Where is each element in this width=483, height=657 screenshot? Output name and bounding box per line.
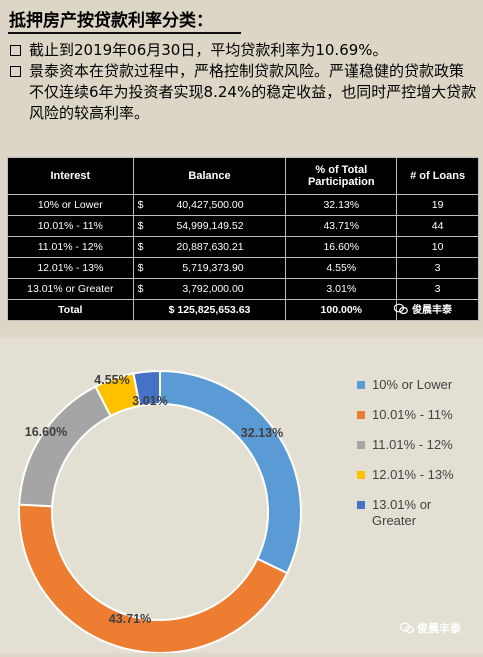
wechat-icon — [400, 622, 414, 634]
total-balance: $ 125,825,653.63 — [132, 299, 287, 321]
dollar-sign: $ — [137, 283, 144, 295]
table-row: 12.01% - 13% $5,719,373.90 4.55% 3 — [7, 257, 479, 279]
table-total-row: Total $ 125,825,653.63 100.00% — [7, 299, 479, 321]
chart-watermark: 俊晨丰泰 — [400, 620, 461, 636]
cell-interest: 13.01% or Greater — [7, 278, 134, 300]
column-header-participation: % of Total Participation — [285, 157, 398, 195]
cell-balance: $3,792,000.00 — [132, 278, 287, 300]
data-label: 16.60% — [25, 425, 67, 439]
title-underline — [8, 32, 241, 34]
donut-chart: 32.13% 43.71% 16.60% 4.55%3.01% — [18, 369, 302, 654]
summary-panel: 抵押房产按贷款利率分类： 截止到2019年06月30日，平均贷款利率为10.69… — [7, 11, 479, 321]
bullet-item: 景泰资本在贷款过程中，严格控制贷款风险。严谨稳健的贷款政策不仅连续6年为投资者实… — [8, 61, 478, 124]
cell-balance: $5,719,373.90 — [132, 257, 287, 279]
legend-item: 11.01% - 12% — [357, 437, 462, 467]
total-loans-cell — [396, 299, 479, 321]
legend-item: 10% or Lower — [357, 377, 462, 407]
column-header-balance: Balance — [132, 157, 287, 195]
cell-pct: 43.71% — [285, 215, 398, 237]
legend-label: 10.01% - 11% — [372, 407, 453, 422]
legend-item: 12.01% - 13% — [357, 467, 462, 497]
watermark-text: 俊晨丰泰 — [417, 622, 461, 635]
bullet-list: 截止到2019年06月30日，平均贷款利率为10.69%。 景泰资本在贷款过程中… — [8, 40, 478, 124]
cell-balance: $20,887,630.21 — [132, 236, 287, 258]
loan-table: Interest Balance % of Total Participatio… — [7, 157, 479, 321]
balance-amount: 54,999,149.52 — [176, 220, 244, 232]
donut-chart-panel: 32.13% 43.71% 16.60% 4.55% 3.01% 10% or Lowe… — [0, 337, 483, 654]
table-row: 11.01% - 12% $20,887,630.21 16.60% 10 — [7, 236, 479, 258]
balance-amount: 20,887,630.21 — [176, 241, 244, 253]
data-label: 32.13% — [241, 426, 283, 440]
donut-slice — [159, 369, 302, 575]
legend-swatch — [357, 411, 365, 419]
balance-amount: 40,427,500.00 — [176, 199, 244, 211]
legend-label: 13.01% or Greater — [372, 497, 432, 528]
data-label: 4.55% — [94, 373, 129, 387]
balance-amount: 3,792,000.00 — [182, 283, 244, 295]
donut-slice — [18, 503, 289, 654]
cell-loans: 19 — [396, 194, 479, 216]
legend-swatch — [357, 441, 365, 449]
cell-balance: $40,427,500.00 — [132, 194, 287, 216]
table-header-row: Interest Balance % of Total Participatio… — [7, 157, 479, 195]
total-pct: 100.00% — [285, 299, 398, 321]
checkbox-bullet-icon — [10, 66, 21, 77]
cell-loans: 3 — [396, 257, 479, 279]
bullet-text: 景泰资本在贷款过程中，严格控制贷款风险。严谨稳健的贷款政策不仅连续6年为投资者实… — [29, 62, 477, 122]
donut-slice — [18, 385, 112, 508]
cell-pct: 3.01% — [285, 278, 398, 300]
wechat-icon — [394, 303, 408, 314]
page-title: 抵押房产按贷款利率分类： — [9, 11, 213, 31]
dollar-sign: $ — [137, 220, 144, 232]
table-row: 10% or Lower $40,427,500.00 32.13% 19 — [7, 194, 479, 216]
chart-legend: 10% or Lower 10.01% - 11% 11.01% - 12% 1… — [357, 377, 462, 557]
legend-swatch — [357, 501, 365, 509]
cell-interest: 10% or Lower — [7, 194, 134, 216]
legend-label: 12.01% - 13% — [372, 467, 454, 482]
cell-interest: 10.01% - 11% — [7, 215, 134, 237]
legend-item: 10.01% - 11% — [357, 407, 462, 437]
cell-balance: $54,999,149.52 — [132, 215, 287, 237]
cell-loans: 10 — [396, 236, 479, 258]
dollar-sign: $ — [137, 262, 144, 274]
cell-pct: 16.60% — [285, 236, 398, 258]
total-label: Total — [7, 299, 134, 321]
watermark-text: 俊晨丰泰 — [412, 305, 452, 316]
legend-label: 11.01% - 12% — [372, 437, 453, 452]
checkbox-bullet-icon — [10, 45, 21, 56]
table-row: 13.01% or Greater $3,792,000.00 3.01% 3 — [7, 278, 479, 300]
cell-loans: 44 — [396, 215, 479, 237]
donut-slice — [132, 369, 161, 408]
dollar-sign: $ — [137, 199, 144, 211]
cell-loans: 3 — [396, 278, 479, 300]
column-header-interest: Interest — [7, 157, 134, 195]
data-label: 43.71% — [109, 612, 151, 626]
bullet-item: 截止到2019年06月30日，平均贷款利率为10.69%。 — [8, 40, 478, 61]
legend-item: 13.01% or Greater — [357, 497, 462, 557]
column-header-loans: # of Loans — [396, 157, 479, 195]
data-label: 3.01% — [132, 394, 167, 408]
watermark: 俊晨丰泰 — [394, 301, 452, 316]
cell-pct: 4.55% — [285, 257, 398, 279]
legend-label: 10% or Lower — [372, 377, 453, 392]
cell-interest: 11.01% - 12% — [7, 236, 134, 258]
dollar-sign: $ — [137, 241, 144, 253]
balance-amount: 5,719,373.90 — [182, 262, 244, 274]
bullet-text: 截止到2019年06月30日，平均贷款利率为10.69%。 — [29, 41, 388, 59]
legend-swatch — [357, 471, 365, 479]
legend-swatch — [357, 381, 365, 389]
cell-pct: 32.13% — [285, 194, 398, 216]
table-row: 10.01% - 11% $54,999,149.52 43.71% 44 — [7, 215, 479, 237]
cell-interest: 12.01% - 13% — [7, 257, 134, 279]
